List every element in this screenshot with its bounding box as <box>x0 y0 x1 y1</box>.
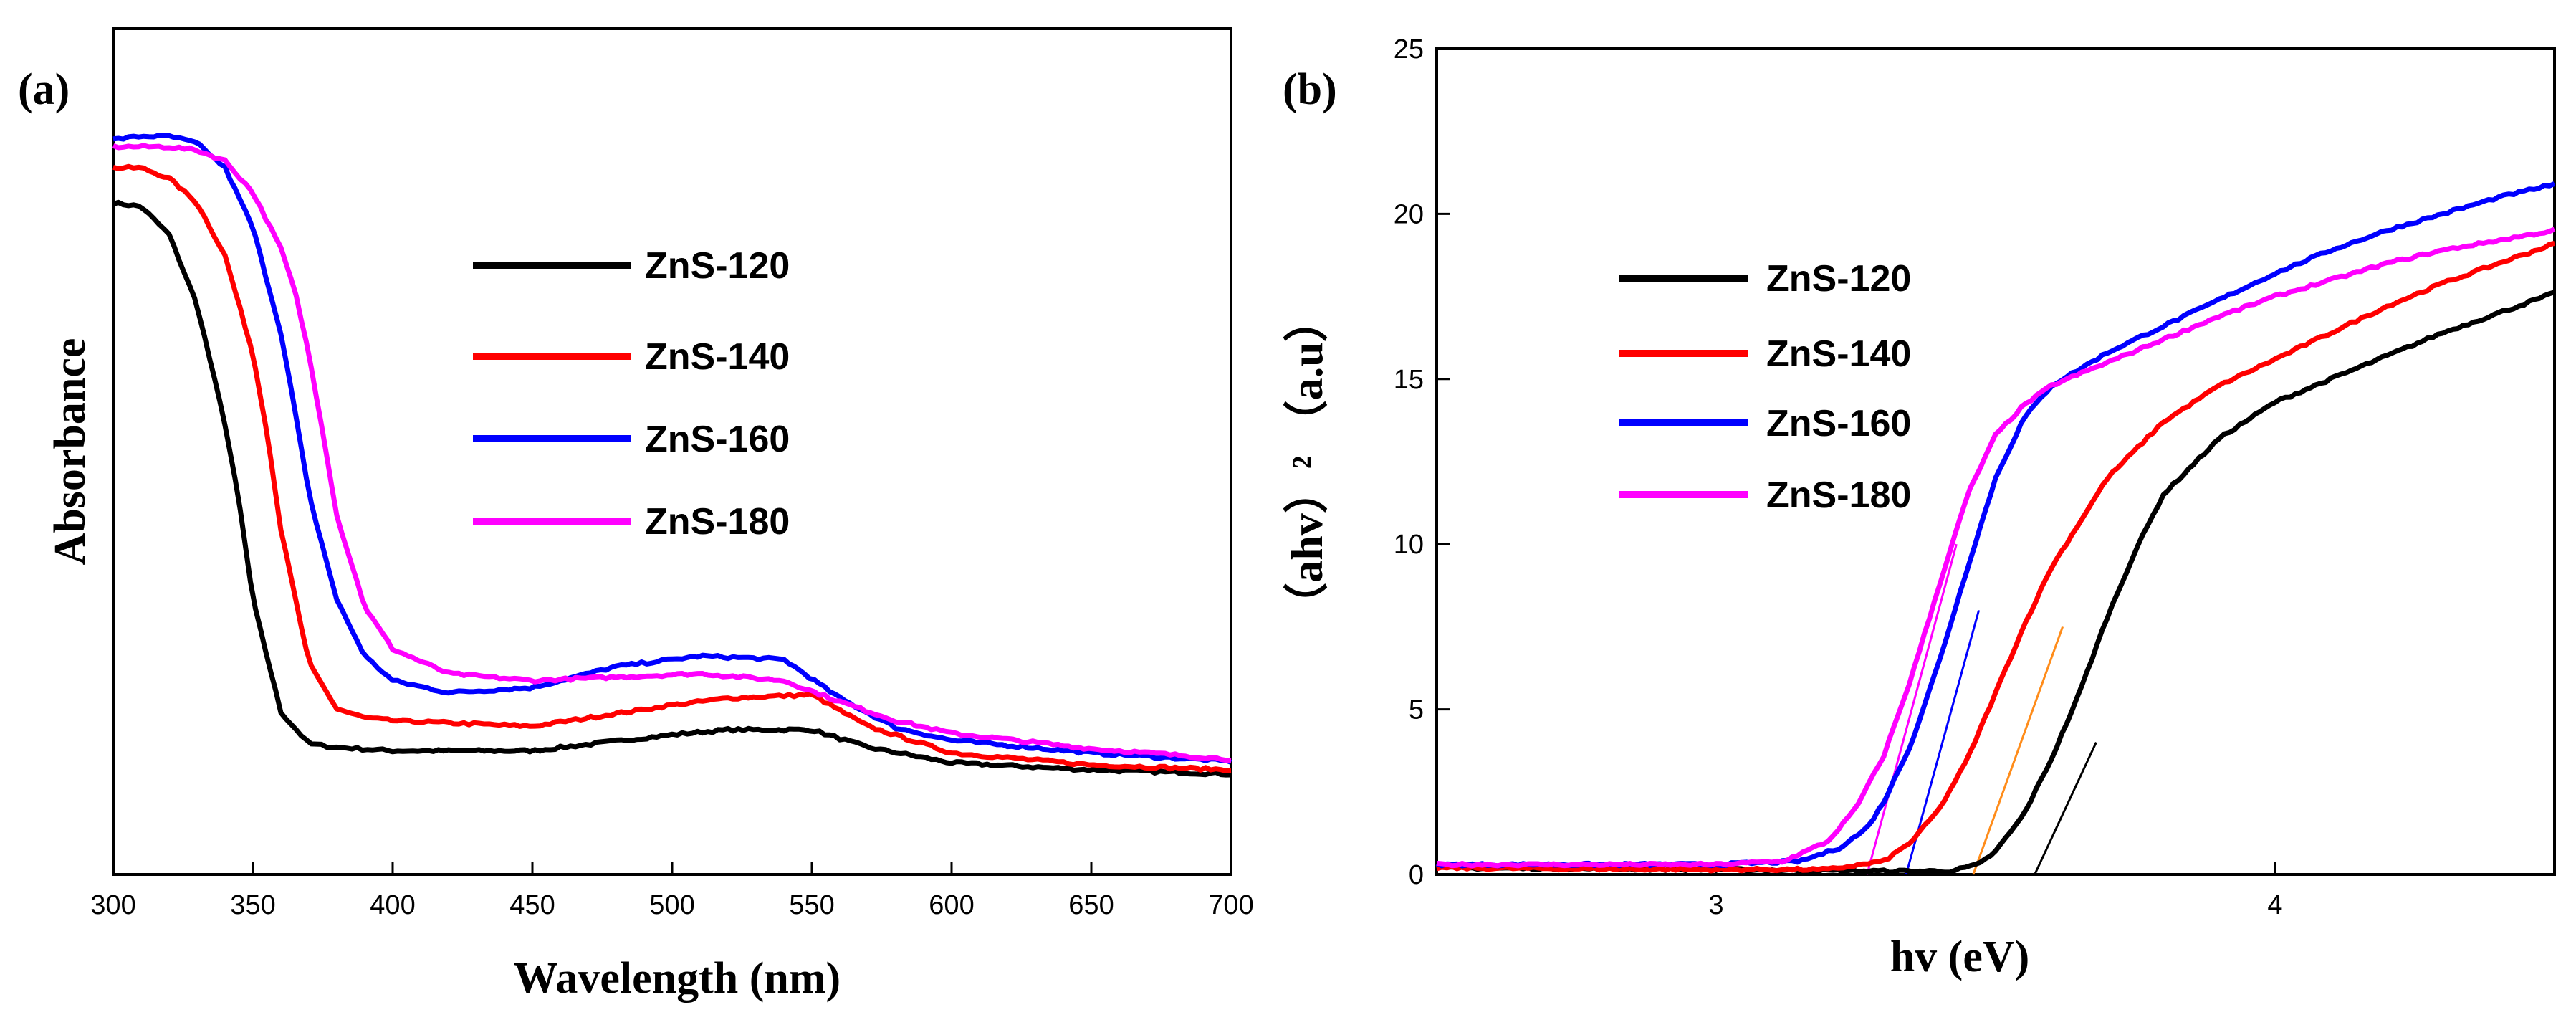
panel-b: (b) 3 4 0 5 10 15 20 25 ZnS-120 ZnS-140 ZnS-160… <box>1282 34 2556 981</box>
panel-a-x-tick-label-700: 700 <box>1208 890 1253 920</box>
panel-b-plot-frame <box>1435 47 2556 876</box>
legend-label-a-zns-160: ZnS-160 <box>645 419 790 460</box>
panel-a: (a) 300 350 400 450 500 550 600 650 700 ZnS-120 … <box>18 27 1254 1003</box>
panel-b-tangent-line-1 <box>2034 742 2097 875</box>
panel-b-tangent-lines <box>1866 543 2097 875</box>
legend-label-b-zns-160: ZnS-160 <box>1766 403 1911 444</box>
panel-a-x-tick-label-600: 600 <box>929 890 974 920</box>
legend-label-b-zns-140: ZnS-140 <box>1766 333 1911 375</box>
panel-a-x-ticks: 300 350 400 450 500 550 600 650 700 <box>90 862 1254 920</box>
panel-b-tangent-line-4 <box>1866 543 1958 875</box>
panel-b-y-tick-label-10: 10 <box>1394 530 1424 560</box>
legend-label-a-zns-140: ZnS-140 <box>645 336 790 378</box>
panel-a-x-tick-label-550: 550 <box>789 890 834 920</box>
panel-a-x-tick-label-300: 300 <box>90 890 135 920</box>
panel-a-x-axis-title: Wavelength (nm) <box>514 954 841 1003</box>
panel-b-legend: ZnS-120 ZnS-140 ZnS-160 ZnS-180 <box>1619 258 1911 516</box>
panel-b-series-group <box>1435 181 2556 875</box>
panel-b-series-line-zns-120 <box>1436 290 2555 875</box>
legend-label-a-zns-180: ZnS-180 <box>645 501 790 543</box>
panel-a-x-tick-label-450: 450 <box>509 890 555 920</box>
panel-a-series-line-zns-160 <box>112 133 1232 765</box>
legend-label-b-zns-120: ZnS-120 <box>1766 258 1911 300</box>
panel-b-y-tick-label-5: 5 <box>1409 695 1424 725</box>
panel-b-x-tick-label-3: 3 <box>1708 890 1723 920</box>
panel-a-series-group <box>112 133 1232 778</box>
panel-b-series-line-zns-180 <box>1436 227 2556 869</box>
legend-label-b-zns-180: ZnS-180 <box>1766 475 1911 516</box>
panel-b-y-tick-label-20: 20 <box>1394 199 1424 229</box>
panel-a-legend: ZnS-120 ZnS-140 ZnS-160 ZnS-180 <box>473 245 790 543</box>
panel-a-x-tick-label-350: 350 <box>230 890 275 920</box>
panel-b-y-tick-label-15: 15 <box>1394 365 1424 395</box>
panel-b-ticks: 3 4 0 5 10 15 20 25 <box>1394 34 2283 920</box>
panel-a-x-tick-label-500: 500 <box>649 890 694 920</box>
panel-a-y-axis-title: Absorbance <box>46 338 95 566</box>
panel-b-y-tick-label-0: 0 <box>1409 860 1424 890</box>
panel-b-series-line-zns-140 <box>1436 241 2555 874</box>
panel-a-x-tick-label-400: 400 <box>370 890 415 920</box>
panel-a-series-line-zns-180 <box>112 143 1232 763</box>
panel-b-label: (b) <box>1283 65 1337 114</box>
panel-a-series-line-zns-120 <box>112 199 1232 778</box>
panel-a-x-tick-label-650: 650 <box>1068 890 1114 920</box>
legend-label-a-zns-120: ZnS-120 <box>645 245 790 287</box>
panel-b-series-line-zns-160 <box>1435 181 2556 869</box>
panel-b-x-tick-label-4: 4 <box>2267 890 2282 920</box>
panel-b-x-axis-title: hv (eV) <box>1890 933 2030 981</box>
panel-b-y-axis-title: （ahv）² （a.u） <box>1282 297 1332 627</box>
panel-a-series-line-zns-140 <box>112 163 1232 773</box>
panel-a-label: (a) <box>18 65 70 114</box>
panel-b-tangent-line-2 <box>1972 626 2064 875</box>
panel-b-y-tick-label-25: 25 <box>1394 34 1424 65</box>
